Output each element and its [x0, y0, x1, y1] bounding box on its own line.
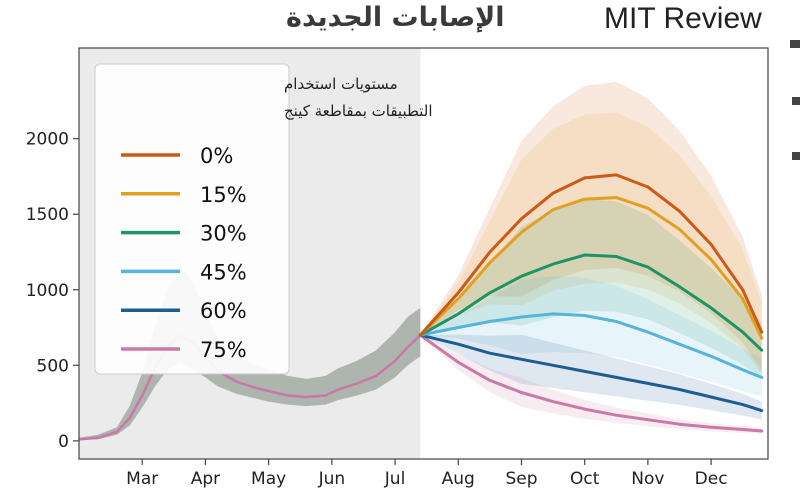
x-tick-label: Apr	[191, 469, 220, 489]
legend-title: التطبيقات بمقاطعة كينج	[284, 102, 433, 120]
x-tick-label: May	[251, 469, 286, 489]
x-tick-label: Jul	[384, 469, 406, 489]
y-tick-label: 1000	[26, 281, 69, 301]
observed-line	[78, 333, 422, 441]
series-line-75pct	[418, 333, 764, 433]
brand-label: MIT Review	[604, 2, 762, 35]
legend-label: 45%	[200, 260, 247, 284]
legend-label: 0%	[200, 144, 233, 168]
x-tick-label: Sep	[505, 469, 537, 489]
legend-label: 30%	[200, 222, 247, 246]
legend-label: 75%	[200, 338, 247, 362]
series-line-15pct	[418, 196, 764, 340]
uncertainty-band-0pct	[420, 81, 762, 371]
y-tick-label: 0	[58, 432, 69, 452]
chart-title: الإصابات الجديدة	[286, 2, 505, 33]
legend-label: 60%	[200, 299, 247, 323]
x-tick-label: Mar	[126, 469, 158, 489]
x-tick-label: Nov	[631, 469, 664, 489]
series-line-45pct	[418, 312, 764, 379]
x-tick-label: Oct	[570, 469, 600, 489]
y-tick-label: 1500	[26, 205, 69, 225]
edge-tick-mark	[792, 97, 800, 105]
series-line-0pct	[418, 173, 764, 337]
legend-title: مستويات استخدام	[284, 75, 398, 93]
uncertainty-band-15pct	[420, 112, 762, 375]
plot-frame	[78, 47, 769, 460]
y-tick-label: 500	[37, 356, 69, 376]
x-tick-label: Jun	[318, 469, 346, 489]
series-line-60pct	[418, 333, 764, 413]
legend-label: 15%	[200, 183, 247, 207]
x-tick-label: Dec	[695, 469, 728, 489]
uncertainty-band-75pct	[420, 335, 762, 434]
x-tick-label: Aug	[442, 469, 475, 489]
uncertainty-band-30pct	[420, 199, 762, 378]
edge-tick-mark	[792, 152, 800, 160]
series-line-30pct	[418, 253, 764, 352]
y-tick-label: 2000	[26, 130, 69, 150]
legend-box	[94, 63, 290, 375]
uncertainty-band-45pct	[420, 275, 762, 397]
edge-tick-mark	[790, 40, 800, 48]
